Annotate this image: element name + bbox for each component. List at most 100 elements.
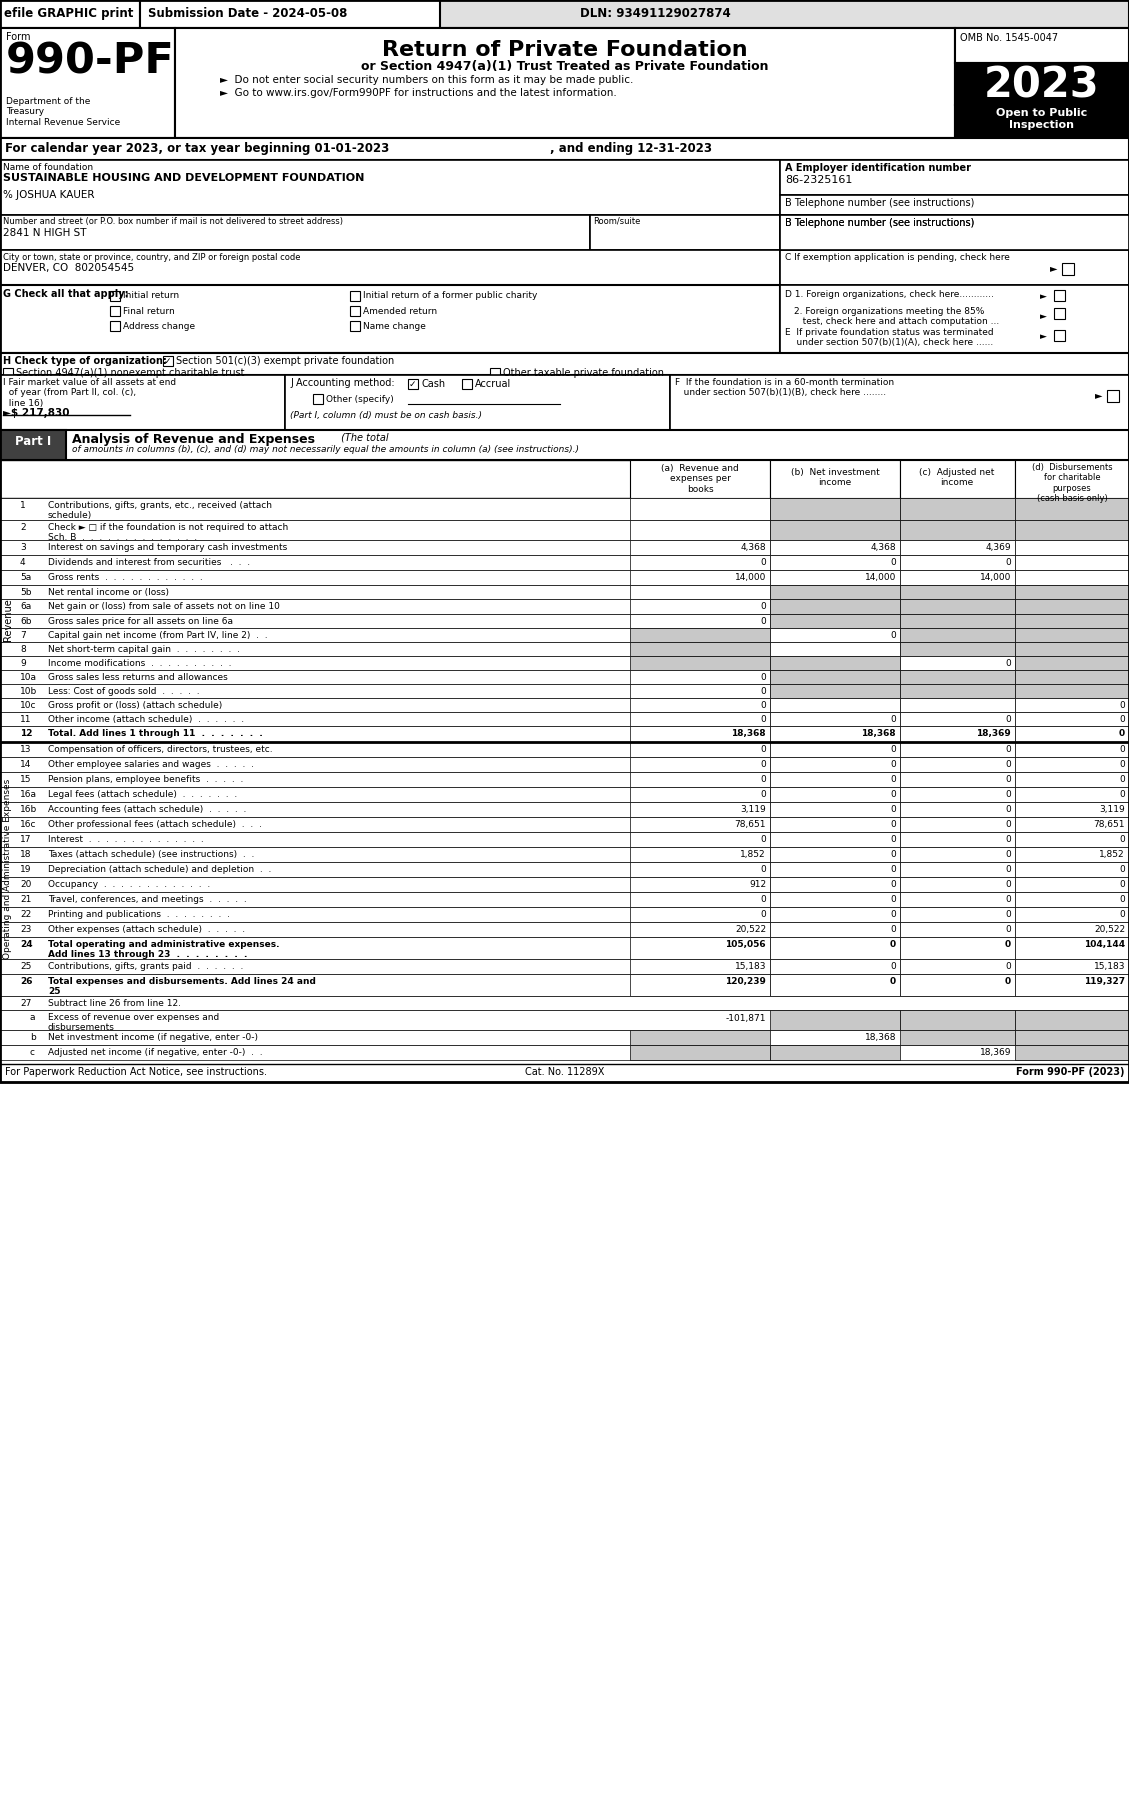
Bar [900,832,1015,847]
Bar [1015,570,1129,584]
Bar [0,160,780,216]
Text: Accrual: Accrual [475,379,511,388]
Bar [0,0,140,29]
Bar [770,788,900,802]
Text: of amounts in columns (b), (c), and (d) may not necessarily equal the amounts in: of amounts in columns (b), (c), and (d) … [72,444,579,455]
Bar [175,29,955,138]
Text: Gross rents  .  .  .  .  .  .  .  .  .  .  .  .: Gross rents . . . . . . . . . . . . [49,574,203,583]
Text: 0: 0 [1005,775,1010,784]
Bar [0,539,1129,556]
Text: 14,000: 14,000 [980,574,1010,583]
Bar [900,816,1015,832]
Bar [955,104,1129,138]
Text: Less: Cost of goods sold  .  .  .  .  .: Less: Cost of goods sold . . . . . [49,687,200,696]
Text: 15,183: 15,183 [735,962,765,971]
Text: 0: 0 [1119,701,1124,710]
Text: Income modifications  .  .  .  .  .  .  .  .  .  .: Income modifications . . . . . . . . . . [49,660,231,669]
Bar [630,832,770,847]
Text: Other expenses (attach schedule)  .  .  .  .  .: Other expenses (attach schedule) . . . .… [49,924,245,933]
Bar [630,539,770,556]
Bar [770,958,900,975]
Bar [770,642,900,656]
Text: 0: 0 [1005,806,1010,814]
Text: Final return: Final return [123,307,175,316]
Bar [3,369,14,378]
Bar [1108,390,1119,403]
Text: 0: 0 [891,850,896,859]
Text: 15,183: 15,183 [1094,962,1124,971]
Bar [770,975,900,996]
Text: 0: 0 [760,775,765,784]
Bar [900,628,1015,642]
Text: Other income (attach schedule)  .  .  .  .  .  .: Other income (attach schedule) . . . . .… [49,716,244,725]
Bar [630,628,770,642]
Bar [630,922,770,937]
Text: c: c [30,1048,35,1057]
Bar [770,539,900,556]
Text: Other (specify): Other (specify) [326,396,394,405]
Text: 13: 13 [20,744,32,753]
Bar [1015,788,1129,802]
Bar [1015,656,1129,671]
Bar [630,712,770,726]
Text: Net investment income (if negative, enter -0-): Net investment income (if negative, ente… [49,1034,259,1043]
Bar [0,498,1129,520]
Text: A Employer identification number: A Employer identification number [785,164,971,173]
Bar [1015,628,1129,642]
Bar [0,832,1129,847]
Text: (d)  Disbursements
for charitable
purposes
(cash basis only): (d) Disbursements for charitable purpose… [1032,464,1112,503]
Bar [900,743,1015,757]
Text: 21: 21 [20,895,32,904]
Text: 25: 25 [20,962,32,971]
Text: 0: 0 [760,910,765,919]
Text: Other professional fees (attach schedule)  .  .  .: Other professional fees (attach schedule… [49,820,262,829]
Bar [1015,642,1129,656]
Text: Net short-term capital gain  .  .  .  .  .  .  .  .: Net short-term capital gain . . . . . . … [49,645,240,654]
Text: 0: 0 [891,820,896,829]
Text: 20,522: 20,522 [735,924,765,933]
Text: 0: 0 [1005,744,1010,753]
Text: Total expenses and disbursements. Add lines 24 and
25: Total expenses and disbursements. Add li… [49,976,316,996]
Text: 27: 27 [20,1000,32,1009]
Text: Submission Date - 2024-05-08: Submission Date - 2024-05-08 [148,7,348,20]
Text: 18,368: 18,368 [865,1034,896,1043]
Text: ►: ► [1050,263,1058,273]
Bar [0,0,1129,29]
Text: 0: 0 [1005,924,1010,933]
Text: 0: 0 [1005,895,1010,904]
Bar [313,394,323,405]
Text: 16b: 16b [20,806,37,814]
Bar [630,743,770,757]
Text: 0: 0 [760,789,765,798]
Bar [630,802,770,816]
Bar [0,743,1129,757]
Text: ►  Go to www.irs.gov/Form990PF for instructions and the latest information.: ► Go to www.irs.gov/Form990PF for instru… [220,88,616,99]
Text: 0: 0 [1005,789,1010,798]
Bar [770,816,900,832]
Bar [1015,460,1129,498]
Bar [0,906,1129,922]
Bar [900,892,1015,906]
Text: DLN: 93491129027874: DLN: 93491129027874 [580,7,730,20]
Text: Form 990-PF (2023): Form 990-PF (2023) [1015,1066,1124,1077]
Bar [350,322,360,331]
Bar [1015,726,1129,743]
Text: Subtract line 26 from line 12.: Subtract line 26 from line 12. [49,1000,181,1009]
Bar [900,712,1015,726]
Text: Name of foundation: Name of foundation [3,164,93,173]
Bar [1015,584,1129,599]
Text: a: a [30,1012,35,1021]
Text: 26: 26 [20,976,33,985]
Bar [770,584,900,599]
Bar [0,29,175,138]
Bar [780,216,1129,250]
Bar [770,599,900,613]
Text: % JOSHUA KAUER: % JOSHUA KAUER [3,191,95,200]
Bar [0,1064,1129,1082]
Bar [0,861,1129,877]
Bar [1054,289,1065,300]
Bar [900,1030,1015,1045]
Text: 23: 23 [20,924,32,933]
Bar [0,1045,1129,1061]
Text: Travel, conferences, and meetings  .  .  .  .  .: Travel, conferences, and meetings . . . … [49,895,247,904]
